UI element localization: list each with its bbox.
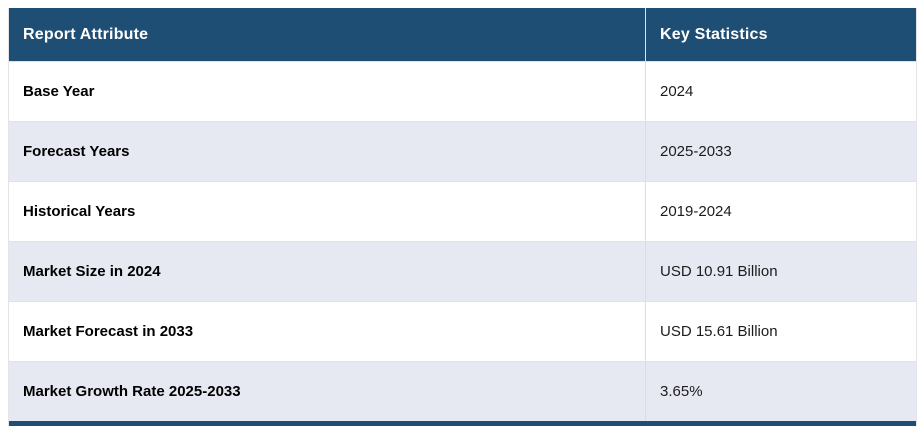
row-attribute-label: Forecast Years <box>9 122 646 181</box>
row-value: 2019-2024 <box>660 203 732 220</box>
report-summary-table: Report Attribute Key Statistics Base Yea… <box>8 8 917 426</box>
table-row: Market Forecast in 2033 USD 15.61 Billio… <box>9 301 916 361</box>
row-value: 3.65% <box>660 383 703 400</box>
row-value: USD 15.61 Billion <box>660 323 778 340</box>
table-row: Market Size in 2024 USD 10.91 Billion <box>9 241 916 301</box>
row-attribute-label: Market Size in 2024 <box>9 242 646 301</box>
table-row: Base Year 2024 <box>9 61 916 121</box>
row-attribute-label: Market Forecast in 2033 <box>9 302 646 361</box>
row-value: 2025-2033 <box>660 143 732 160</box>
row-value: 2024 <box>660 83 694 100</box>
column-header-report-attribute: Report Attribute <box>9 8 646 61</box>
table-header-row: Report Attribute Key Statistics <box>9 8 916 61</box>
row-attribute-label: Base Year <box>9 62 646 121</box>
row-value: USD 10.91 Billion <box>660 263 778 280</box>
table-row: Historical Years 2019-2024 <box>9 181 916 241</box>
row-attribute-label: Historical Years <box>9 182 646 241</box>
row-attribute-label: Market Growth Rate 2025-2033 <box>9 362 646 421</box>
table-row: Forecast Years 2025-2033 <box>9 121 916 181</box>
column-header-key-statistics: Key Statistics <box>660 25 768 43</box>
table-bottom-accent-bar <box>9 421 916 426</box>
table-row: Market Growth Rate 2025-2033 3.65% <box>9 361 916 421</box>
